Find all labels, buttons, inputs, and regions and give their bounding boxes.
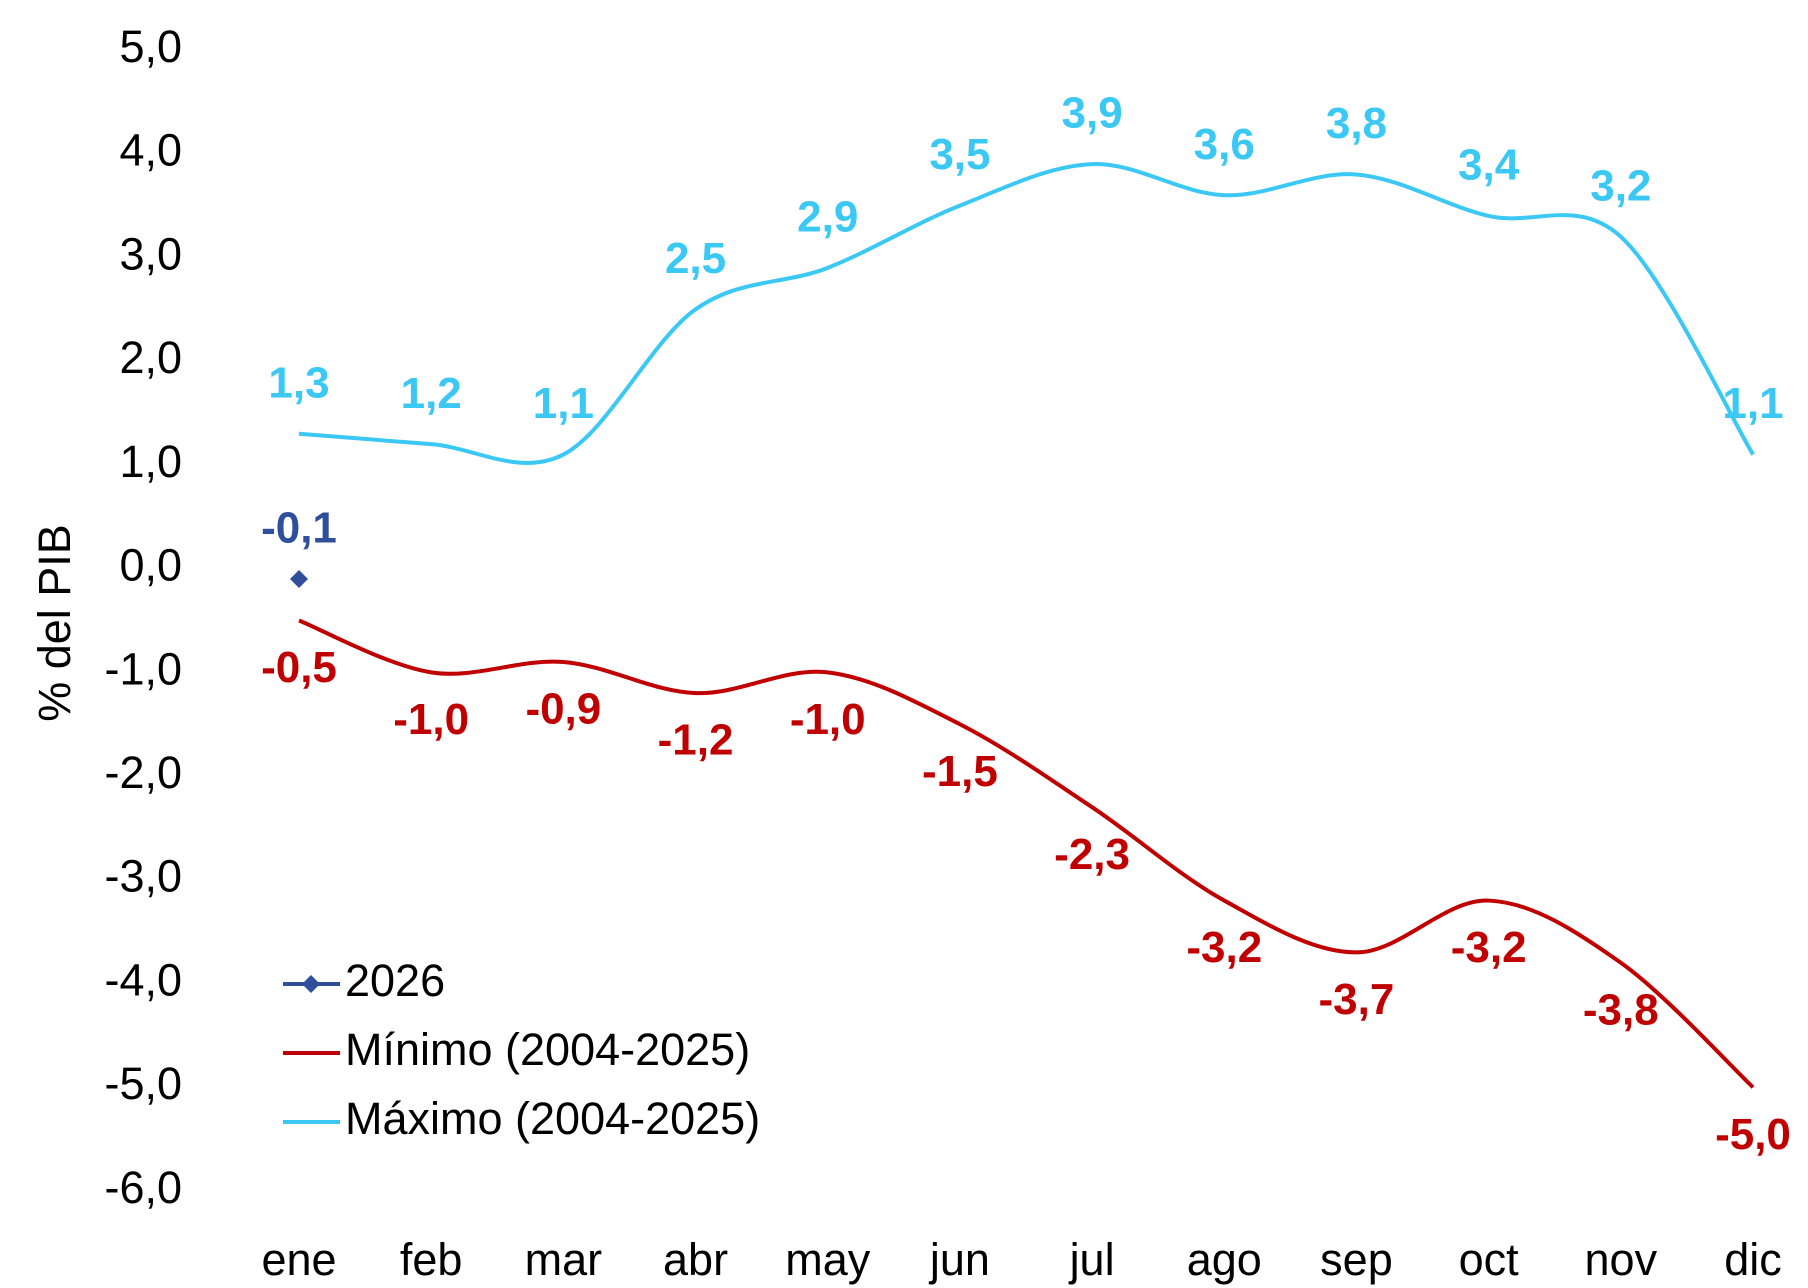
y-tick-label: -6,0 [104, 1162, 182, 1213]
data-label: 1,1 [1722, 379, 1783, 428]
data-label: -3,2 [1186, 923, 1262, 972]
x-tick-label: sep [1320, 1234, 1393, 1285]
data-label: 3,2 [1590, 161, 1651, 210]
data-label: 1,3 [268, 358, 329, 407]
data-label: -1,0 [393, 695, 469, 744]
y-tick-label: 3,0 [119, 228, 182, 279]
y-tick-label: -4,0 [104, 954, 182, 1005]
data-label: -2,3 [1054, 830, 1130, 879]
y-tick-label: 0,0 [119, 540, 182, 591]
data-label: -1,0 [790, 695, 866, 744]
data-label: -0,9 [525, 685, 601, 734]
y-tick-label: 2,0 [119, 332, 182, 383]
data-label: -0,5 [261, 643, 337, 692]
x-tick-label: feb [400, 1234, 463, 1285]
data-label: 2,5 [665, 234, 726, 283]
data-label: -1,2 [658, 716, 734, 765]
data-label: -0,1 [261, 504, 337, 553]
legend-label: Mínimo (2004-2025) [345, 1024, 750, 1075]
x-tick-label: nov [1585, 1234, 1658, 1285]
data-label: -3,8 [1583, 985, 1659, 1034]
legend-marker [302, 975, 320, 993]
y-axis-label: % del PIB [29, 524, 80, 722]
x-tick-label: jul [1068, 1234, 1115, 1285]
y-tick-label: -3,0 [104, 851, 182, 902]
x-tick-label: ene [261, 1234, 336, 1285]
data-label: 1,2 [401, 369, 462, 418]
x-tick-label: may [785, 1234, 871, 1285]
legend-label: Máximo (2004-2025) [345, 1093, 760, 1144]
series-line [298, 162, 1755, 465]
data-label: -3,2 [1451, 923, 1527, 972]
data-label: -5,0 [1715, 1110, 1791, 1159]
data-label: 3,4 [1458, 141, 1520, 190]
x-tick-label: mar [525, 1234, 603, 1285]
y-tick-label: 1,0 [119, 436, 182, 487]
data-label: 1,1 [533, 379, 594, 428]
x-tick-label: jun [928, 1234, 990, 1285]
data-label: -1,5 [922, 747, 998, 796]
x-tick-label: ago [1187, 1234, 1262, 1285]
data-label: -3,7 [1319, 975, 1395, 1024]
data-label: 3,8 [1326, 99, 1387, 148]
data-label: 3,6 [1194, 120, 1255, 169]
x-tick-label: dic [1724, 1234, 1782, 1285]
x-tick-label: abr [663, 1234, 728, 1285]
legend-label: 2026 [345, 955, 445, 1006]
y-tick-label: 4,0 [119, 125, 182, 176]
data-label: 2,9 [797, 192, 858, 241]
data-label: 3,5 [929, 130, 990, 179]
x-tick-label: oct [1459, 1234, 1520, 1285]
y-tick-label: 5,0 [119, 21, 182, 72]
data-label: 3,9 [1062, 89, 1123, 138]
y-tick-label: -2,0 [104, 747, 182, 798]
marker [290, 570, 308, 589]
y-tick-label: -5,0 [104, 1058, 182, 1109]
series-line [298, 618, 1755, 1089]
y-tick-label: -1,0 [104, 643, 182, 694]
